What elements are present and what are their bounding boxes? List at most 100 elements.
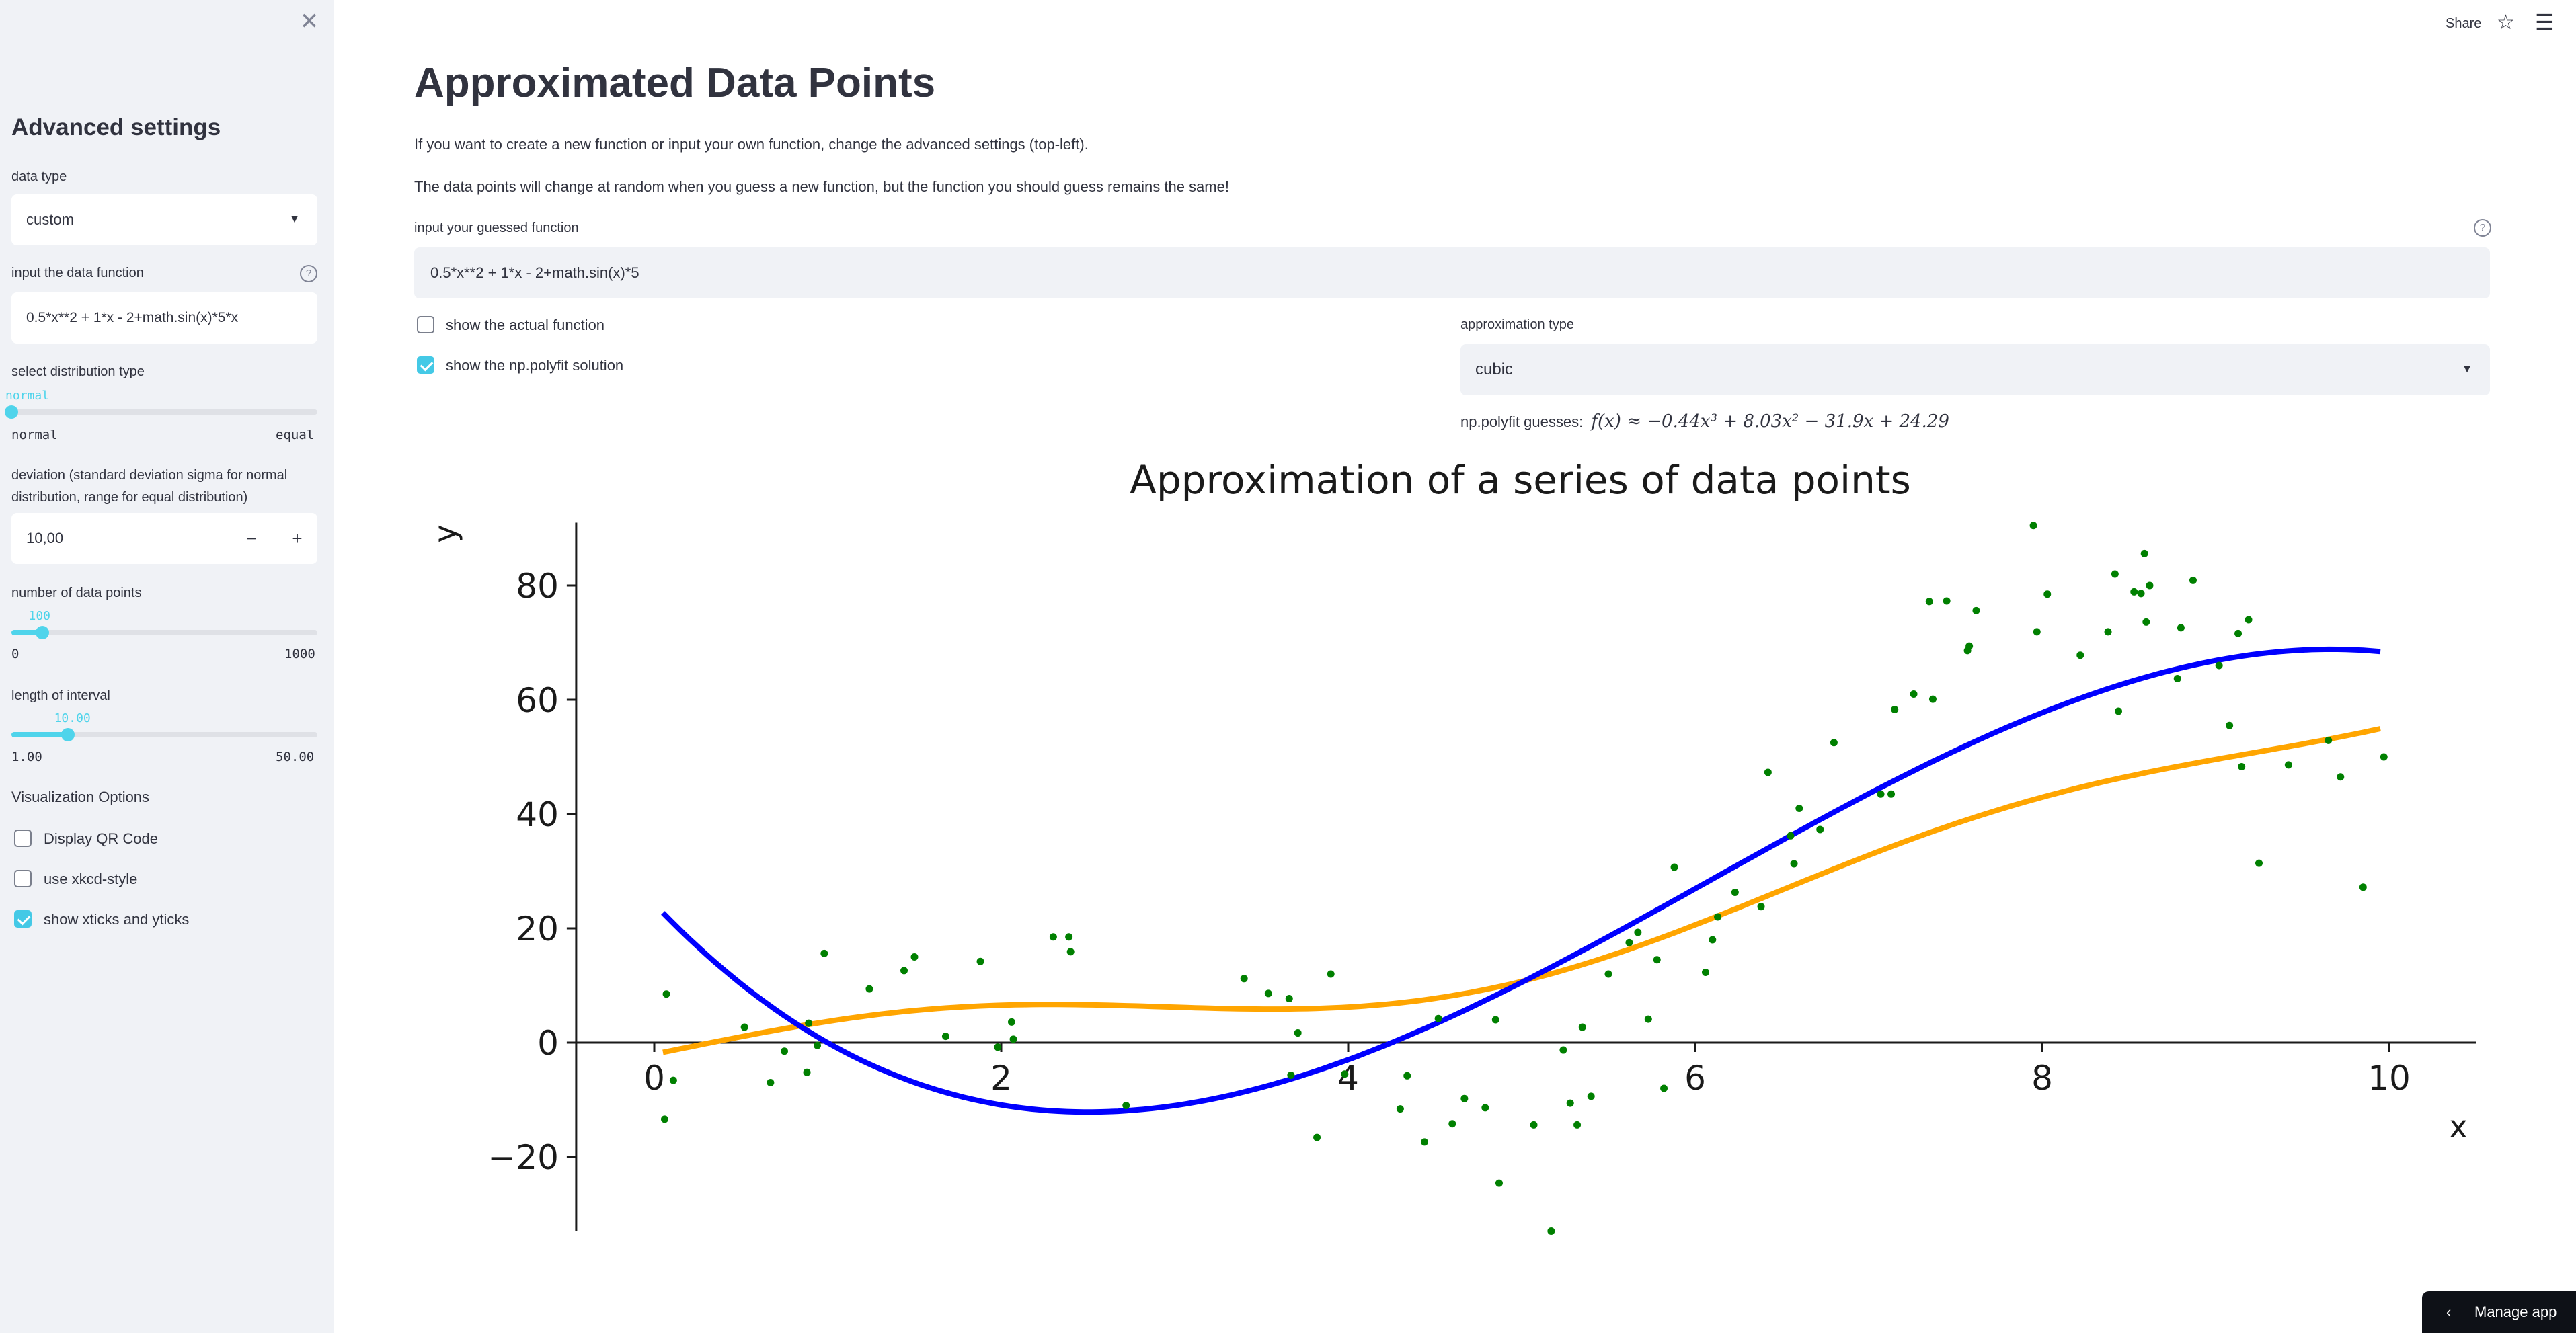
data-type-select[interactable]: custom ▼ (11, 194, 317, 245)
data-point (2115, 707, 2123, 715)
data-type-label: data type (11, 169, 67, 184)
y-tick-label: 80 (516, 567, 559, 606)
xkcd-style-checkbox[interactable] (14, 870, 32, 887)
decrement-button[interactable]: − (246, 528, 257, 549)
y-tick-label: 20 (516, 910, 559, 948)
num-points-slider-value: 100 (28, 609, 51, 623)
data-point (2215, 661, 2223, 670)
data-point (1816, 825, 1824, 834)
data-function-input[interactable]: 0.5*x**2 + 1*x - 2+math.sin(x)*5*x (11, 292, 317, 344)
data-point (740, 1023, 748, 1031)
data-point (2137, 590, 2145, 598)
data-point (1670, 863, 1678, 871)
num-points-min-label: 0 (11, 647, 19, 661)
data-point (1653, 956, 1661, 964)
data-point (2130, 588, 2138, 596)
data-point (1434, 1014, 1442, 1022)
data-point (1122, 1102, 1130, 1109)
chevron-down-icon: ▼ (289, 214, 300, 225)
data-point (2104, 628, 2112, 636)
data-point (1448, 1120, 1456, 1128)
data-point (1709, 936, 1717, 944)
display-qr-checkbox[interactable] (14, 830, 32, 847)
sidebar: ✕ Advanced settings data type custom ▼ i… (0, 0, 334, 1333)
data-point (1559, 1046, 1567, 1054)
y-tick-label: 60 (516, 681, 559, 720)
interval-slider-thumb[interactable] (61, 728, 75, 741)
share-button[interactable]: Share (2446, 16, 2482, 31)
data-point (814, 1041, 822, 1049)
approximation-type-value: cubic (1475, 360, 1514, 378)
data-point (2033, 628, 2041, 636)
data-point (1764, 768, 1772, 776)
data-point (662, 990, 670, 998)
data-point (1573, 1121, 1582, 1129)
show-actual-checkbox[interactable] (417, 316, 434, 333)
chevron-left-icon: ‹ (2446, 1303, 2452, 1320)
data-point (1625, 938, 1633, 946)
data-point (1491, 1016, 1499, 1024)
manage-app-label: Manage app (2474, 1303, 2557, 1320)
data-point (1009, 1035, 1017, 1043)
data-function-label: input the data function (11, 266, 144, 280)
data-point (1066, 948, 1075, 956)
hamburger-menu-icon[interactable]: ☰ (2535, 10, 2554, 34)
data-point (1049, 933, 1057, 941)
data-point (1547, 1227, 1555, 1235)
distribution-slider[interactable] (5, 405, 317, 419)
approximation-type-select[interactable]: cubic ▼ (1460, 344, 2490, 395)
data-point (2029, 522, 2037, 530)
data-point (1795, 805, 1803, 812)
show-ticks-checkbox[interactable] (14, 910, 32, 928)
distribution-slider-thumb[interactable] (5, 405, 18, 419)
approximation-chart: Approximation of a series of data points… (427, 457, 2476, 1235)
data-point (1460, 1094, 1469, 1102)
star-icon[interactable]: ☆ (2497, 11, 2515, 34)
show-polyfit-checkbox[interactable] (417, 356, 434, 374)
data-function-value: 0.5*x**2 + 1*x - 2+math.sin(x)*5*x (26, 310, 239, 325)
data-point (1566, 1099, 1574, 1107)
polyfit-formula: f(x) ≈ −0.44x³ + 8.03x² − 31.9x + 24.29 (1591, 411, 1949, 432)
close-icon[interactable]: ✕ (299, 9, 319, 34)
chart-axes: 0 2 4 6 8 10 −20 0 20 40 60 80 (487, 522, 2476, 1231)
distribution-label: select distribution type (11, 364, 145, 379)
increment-button[interactable]: + (292, 528, 303, 549)
deviation-number-input[interactable]: 10,00 − + (11, 513, 317, 564)
data-point (1731, 888, 1739, 896)
data-point (1830, 739, 1838, 747)
interval-slider[interactable] (11, 728, 317, 741)
help-icon[interactable]: ? (300, 265, 317, 282)
data-point (2325, 736, 2333, 744)
data-type-value: custom (26, 211, 74, 228)
deviation-label-line1: deviation (standard deviation sigma for … (11, 468, 288, 483)
distribution-max-label: equal (276, 428, 315, 442)
data-point (803, 1068, 811, 1076)
chart-curves (661, 646, 2381, 1115)
num-points-slider-fill (11, 630, 42, 635)
data-point (1264, 989, 1272, 998)
num-points-slider[interactable] (11, 626, 317, 639)
data-point (1714, 913, 1722, 921)
help-icon[interactable]: ? (2474, 219, 2491, 237)
show-polyfit-label: show the np.polyfit solution (446, 357, 624, 374)
deviation-value: 10,00 (26, 530, 64, 547)
guess-function-value: 0.5*x**2 + 1*x - 2+math.sin(x)*5 (430, 264, 639, 281)
data-point (2076, 651, 2084, 659)
num-points-slider-thumb[interactable] (35, 626, 49, 639)
data-point (1403, 1072, 1411, 1080)
manage-app-button[interactable]: ‹ Manage app (2422, 1291, 2576, 1333)
data-point (1587, 1092, 1595, 1100)
data-point (1891, 705, 1899, 713)
xkcd-style-label: use xkcd-style (44, 871, 138, 887)
intro-paragraph-1: If you want to create a new function or … (414, 136, 1089, 153)
data-point (1604, 970, 1612, 978)
deviation-label: deviation (standard deviation sigma for … (11, 464, 287, 509)
data-points (660, 522, 2388, 1235)
data-point (1341, 1070, 1349, 1078)
guess-function-input[interactable]: 0.5*x**2 + 1*x - 2+math.sin(x)*5 (414, 247, 2490, 298)
data-point (2337, 773, 2345, 781)
distribution-min-label: normal (11, 428, 58, 442)
data-point (1481, 1104, 1489, 1112)
x-axis-label: x (2449, 1108, 2467, 1145)
x-tick-label: 6 (1684, 1059, 1706, 1098)
